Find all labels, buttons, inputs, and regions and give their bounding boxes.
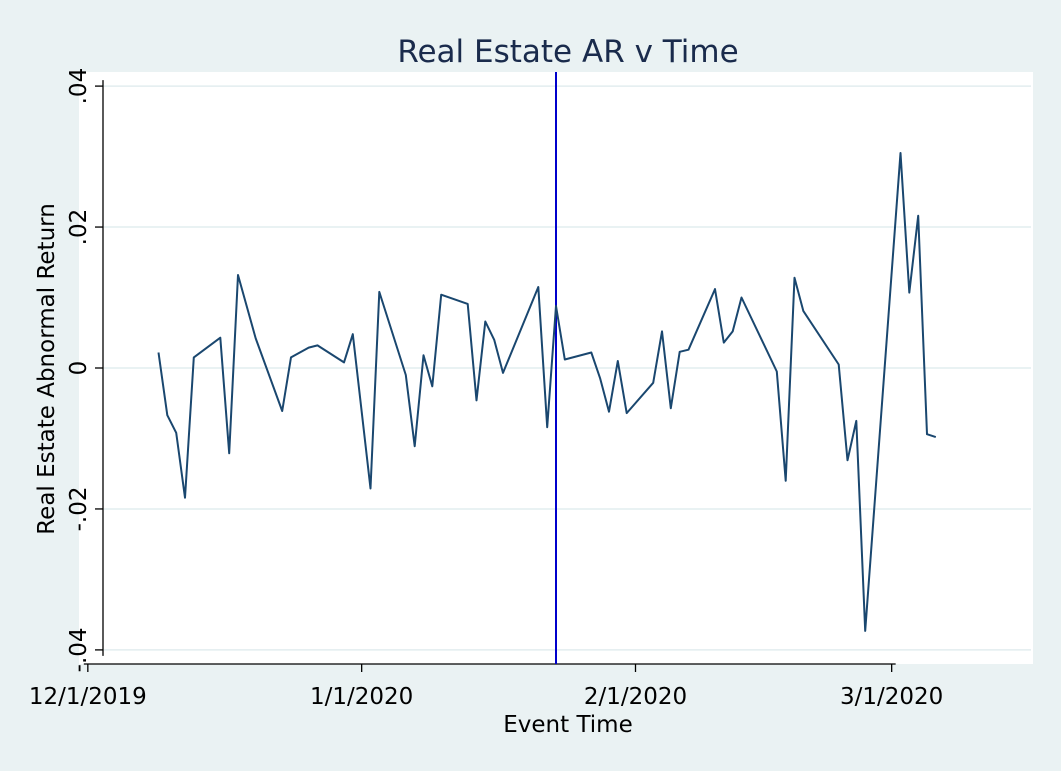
x-axis-label: Event Time [503, 712, 633, 738]
x-ticks: 12/1/2019 1/1/2020 2/1/2020 3/1/2020 [29, 664, 943, 710]
grid-lines [103, 85, 1031, 651]
x-tick-label: 1/1/2020 [310, 684, 413, 710]
y-tick-label: .04 [66, 68, 92, 105]
series-line [157, 152, 937, 632]
x-tick-label: 2/1/2020 [584, 684, 687, 710]
chart-title: Real Estate AR v Time [397, 34, 738, 70]
x-tick-label: 12/1/2019 [29, 684, 147, 710]
x-tick-label: 3/1/2020 [840, 684, 943, 710]
y-tick-label: 0 [66, 361, 92, 376]
y-axis-label: Real Estate Abnormal Return [34, 203, 60, 535]
y-tick-label: -.02 [66, 487, 92, 532]
y-tick-label: .02 [66, 209, 92, 246]
